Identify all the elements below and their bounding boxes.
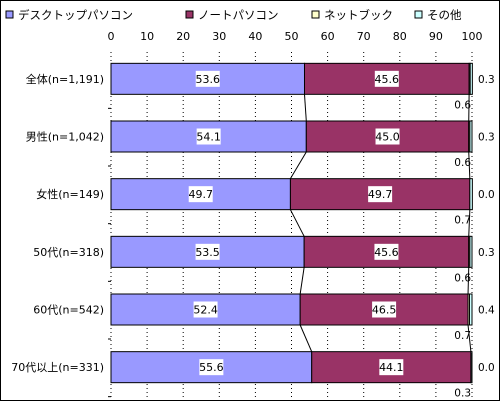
gridlines (110, 52, 473, 398)
x-tick-label: 70 (357, 30, 371, 43)
value-label: 49.7 (188, 188, 213, 201)
value-label: 45.6 (374, 246, 399, 259)
legend-label: ノートパソコン (198, 8, 279, 22)
value-label-box (199, 359, 224, 376)
value-label: 0.0 (478, 362, 495, 374)
value-label-box (188, 186, 213, 203)
connector-line (289, 151, 307, 179)
connector-line (299, 267, 305, 295)
value-label-box (368, 186, 393, 203)
category-label: 男性(n=1,042) (26, 130, 104, 144)
bar-segment (468, 293, 473, 326)
connector-line (467, 267, 470, 295)
bar-segment (110, 235, 305, 268)
value-label: 49.7 (368, 188, 393, 201)
legend-swatch (5, 10, 14, 19)
category-label: 50代(n=318) (33, 246, 104, 259)
value-label: 0.0 (478, 189, 495, 201)
legend-swatch (185, 10, 194, 19)
category-label: 70代以上(n=331) (11, 361, 104, 374)
value-label: 46.5 (372, 304, 397, 317)
value-label: 0.6 (454, 99, 471, 111)
value-label: 0.7 (454, 330, 471, 342)
legend: デスクトップパソコン ノートパソコン ネットブック その他 (5, 8, 462, 22)
value-label: 45.6 (375, 73, 400, 86)
x-tick-label: 50 (285, 30, 299, 43)
connector-lines (289, 94, 472, 352)
value-label: 0.6 (454, 157, 471, 169)
legend-label: デスクトップパソコン (18, 8, 133, 22)
value-label-box (195, 243, 220, 260)
value-label-box (195, 70, 220, 87)
x-tick-label: 80 (393, 30, 407, 43)
bar-segment (470, 351, 473, 384)
value-label: 0.3 (478, 247, 495, 259)
value-label-box (193, 301, 218, 318)
bar-segment (469, 235, 473, 268)
value-label-box (379, 359, 404, 376)
x-tick-label: 10 (140, 30, 154, 43)
x-tick-label: 60 (321, 30, 335, 43)
connector-line (467, 324, 472, 352)
category-label: 女性(n=149) (36, 187, 104, 201)
bar-segment (469, 62, 473, 95)
legend-swatch (311, 10, 320, 19)
value-label: 45.0 (375, 131, 400, 144)
bar-segment (469, 120, 473, 153)
value-label: 44.1 (379, 361, 404, 374)
value-label-box (196, 128, 221, 145)
x-tick-label: 30 (212, 30, 226, 43)
value-label-box (374, 243, 399, 260)
value-label: 52.4 (193, 304, 218, 317)
x-tick-label: 100 (462, 30, 483, 43)
legend-label: その他 (427, 8, 462, 22)
connector-line (299, 324, 313, 352)
connector-line (468, 209, 471, 237)
value-label: 0.3 (454, 388, 471, 400)
value-label: 53.5 (195, 246, 220, 259)
value-label: 0.3 (478, 132, 495, 144)
value-label: 0.3 (478, 74, 495, 86)
x-tick-label: 0 (108, 30, 115, 43)
value-label: 53.6 (195, 73, 220, 86)
bar-segment (469, 178, 473, 211)
legend-swatch (414, 10, 423, 19)
connector-line (289, 209, 305, 237)
value-label: 0.6 (454, 272, 471, 284)
value-label: 0.7 (454, 215, 471, 227)
value-label: 55.6 (199, 361, 224, 374)
small-value-labels: 0.3 0.6 0.3 0.6 0.0 0.7 0.3 0.6 0.4 0.7 0.0 0.3 (108, 74, 495, 400)
connector-line (303, 94, 307, 122)
value-label-box (375, 128, 400, 145)
x-tick-label: 40 (248, 30, 262, 43)
category-label: 60代(n=542) (33, 304, 104, 317)
x-axis-ticks: 0 10 20 30 40 50 60 70 80 90 100 (108, 30, 483, 43)
x-tick-label: 90 (429, 30, 443, 43)
value-label: 0.4 (478, 305, 495, 317)
value-label-box (372, 301, 397, 318)
category-labels: 全体(n=1,191) 男性(n=1,042) 女性(n=149) 50代(n=318… (11, 72, 104, 374)
x-tick-label: 20 (176, 30, 190, 43)
value-label: 54.1 (196, 131, 221, 144)
category-label: 全体(n=1,191) (26, 72, 104, 86)
connector-line (468, 151, 471, 179)
value-label-box (374, 70, 399, 87)
legend-label: ネットブック (324, 8, 393, 22)
bars: 53.6 45.6 54.1 45.0 49.7 49.7 53.5 45.6 52.4 46.5… (110, 62, 473, 384)
